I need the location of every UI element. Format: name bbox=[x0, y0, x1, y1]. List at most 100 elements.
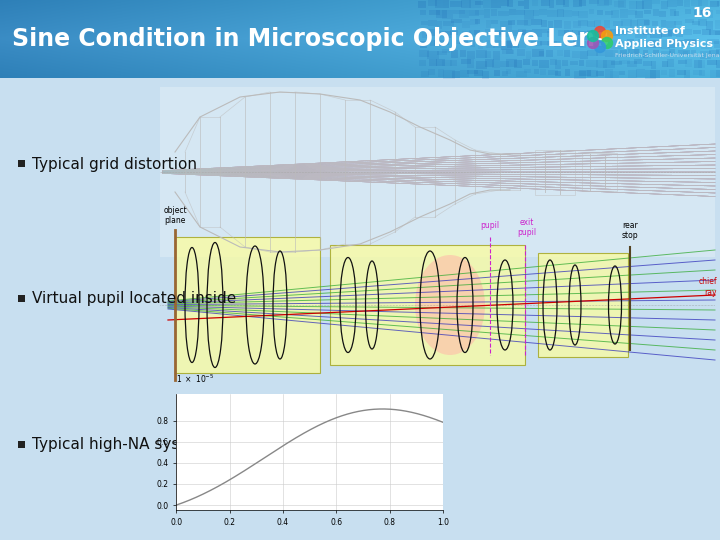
Bar bbox=[685, 19, 694, 23]
Bar bbox=[611, 40, 622, 49]
Bar bbox=[653, 9, 660, 16]
Bar bbox=[661, 51, 671, 55]
Bar bbox=[526, 51, 531, 59]
Bar bbox=[691, 1, 702, 5]
Bar bbox=[467, 70, 478, 75]
Bar bbox=[442, 60, 452, 66]
Bar bbox=[508, 19, 515, 24]
Bar bbox=[475, 50, 487, 58]
Bar bbox=[531, 40, 541, 46]
Bar bbox=[618, 59, 629, 64]
Bar bbox=[460, 50, 466, 57]
Bar bbox=[661, 30, 672, 37]
Bar bbox=[694, 10, 703, 16]
Bar bbox=[436, 59, 445, 66]
Bar bbox=[422, 29, 430, 38]
Bar bbox=[518, 29, 526, 36]
Bar bbox=[588, 41, 595, 47]
Bar bbox=[462, 21, 470, 28]
Bar bbox=[635, 31, 647, 38]
Bar bbox=[533, 50, 544, 57]
Bar bbox=[485, 20, 491, 28]
Bar bbox=[518, 1, 524, 6]
Bar bbox=[587, 50, 598, 56]
Text: 16: 16 bbox=[693, 6, 712, 20]
Bar bbox=[443, 0, 449, 8]
Bar bbox=[461, 0, 471, 8]
Bar bbox=[549, 0, 554, 8]
Bar bbox=[603, 60, 614, 68]
Bar bbox=[667, 59, 674, 67]
Bar bbox=[710, 70, 720, 78]
Bar bbox=[436, 10, 446, 18]
Bar bbox=[429, 59, 436, 65]
Bar bbox=[564, 40, 576, 46]
Bar bbox=[539, 9, 547, 15]
Bar bbox=[443, 21, 454, 26]
Bar bbox=[573, 0, 582, 8]
Bar bbox=[486, 40, 495, 48]
Bar bbox=[467, 59, 474, 68]
Bar bbox=[451, 60, 457, 66]
Bar bbox=[588, 70, 598, 77]
Bar bbox=[677, 70, 686, 75]
Bar bbox=[516, 71, 527, 77]
Bar bbox=[474, 30, 480, 35]
Bar bbox=[692, 21, 701, 25]
Bar bbox=[691, 50, 696, 55]
Bar bbox=[420, 21, 428, 25]
Text: Institute of: Institute of bbox=[615, 26, 685, 36]
Bar bbox=[469, 0, 481, 8]
Bar bbox=[502, 49, 513, 55]
Bar bbox=[494, 70, 500, 76]
Bar bbox=[685, 9, 691, 14]
Text: Applied Physics: Applied Physics bbox=[615, 39, 713, 49]
Bar bbox=[684, 70, 690, 78]
Bar bbox=[418, 1, 426, 8]
Bar bbox=[498, 11, 510, 16]
Bar bbox=[564, 21, 571, 29]
Bar bbox=[452, 39, 462, 44]
Bar bbox=[700, 51, 711, 59]
Bar bbox=[474, 1, 483, 5]
Bar bbox=[643, 29, 651, 35]
Bar bbox=[541, 29, 552, 33]
Bar bbox=[714, 41, 720, 48]
Bar bbox=[644, 70, 657, 79]
Bar bbox=[604, 0, 613, 5]
Bar bbox=[491, 30, 503, 35]
Bar bbox=[444, 39, 449, 45]
Bar bbox=[629, 70, 637, 78]
Bar bbox=[605, 69, 613, 78]
Bar bbox=[546, 50, 552, 57]
Bar bbox=[573, 21, 581, 28]
Bar bbox=[651, 61, 656, 69]
Bar bbox=[518, 49, 525, 56]
Bar bbox=[610, 71, 619, 78]
Bar bbox=[597, 0, 609, 5]
Bar bbox=[563, 1, 569, 7]
Bar bbox=[500, 61, 509, 66]
Bar bbox=[523, 59, 530, 65]
Bar bbox=[643, 50, 649, 58]
Bar bbox=[428, 69, 436, 75]
Bar bbox=[635, 11, 643, 17]
Bar bbox=[677, 40, 684, 46]
Circle shape bbox=[601, 30, 613, 42]
Bar bbox=[540, 69, 546, 75]
Bar bbox=[579, 0, 586, 6]
Bar bbox=[555, 71, 561, 76]
Bar bbox=[587, 60, 598, 67]
Bar bbox=[539, 51, 544, 56]
Bar bbox=[670, 69, 675, 77]
Bar bbox=[652, 50, 660, 54]
Bar bbox=[450, 30, 458, 35]
Bar bbox=[548, 21, 553, 30]
Bar bbox=[518, 40, 526, 49]
Bar bbox=[636, 69, 645, 77]
Bar bbox=[500, 21, 512, 30]
Bar bbox=[621, 31, 627, 35]
Bar bbox=[523, 69, 531, 73]
Bar bbox=[428, 0, 438, 5]
Bar bbox=[539, 60, 549, 68]
